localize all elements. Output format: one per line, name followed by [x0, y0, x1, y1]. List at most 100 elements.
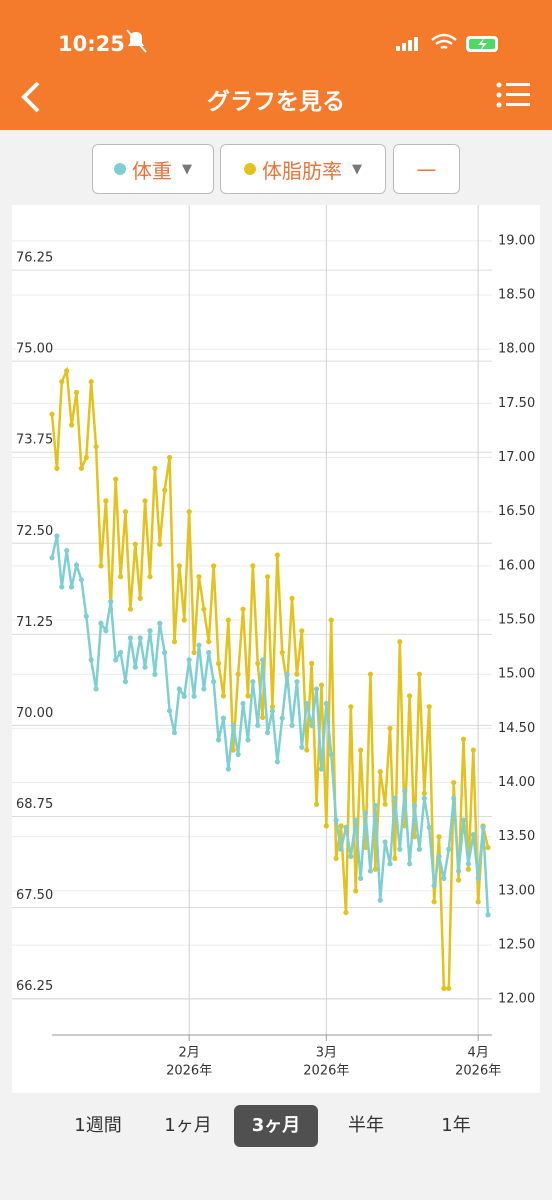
- data-point: [269, 708, 276, 714]
- data-point: [460, 817, 467, 823]
- data-point: [211, 563, 217, 569]
- data-point: [264, 730, 271, 736]
- data-point: [470, 747, 476, 753]
- data-point: [407, 861, 413, 867]
- series-line: [50, 535, 490, 915]
- period-tab[interactable]: 半年: [348, 1115, 384, 1136]
- data-point: [54, 465, 60, 471]
- toolbar: 体重 ▼ 体脂肪率 ▼ —: [0, 130, 552, 205]
- period-tab[interactable]: 3ヶ月: [234, 1105, 318, 1147]
- y2-tick-label: 13.50: [498, 829, 535, 844]
- series-select[interactable]: 体重 ▼: [92, 144, 214, 194]
- x-tick-label: 2月: [179, 1046, 200, 1061]
- data-point: [186, 657, 192, 663]
- period-tab[interactable]: 1年: [441, 1115, 471, 1136]
- charge-icon: [478, 38, 487, 51]
- data-point: [127, 635, 133, 641]
- series-select[interactable]: —: [393, 144, 460, 194]
- button-label: —: [416, 157, 437, 181]
- data-point: [245, 693, 251, 699]
- data-point: [313, 686, 320, 692]
- data-point: [446, 846, 452, 852]
- wifi-icon: [431, 33, 457, 50]
- data-point: [162, 487, 168, 493]
- period-tab[interactable]: 1週間: [74, 1115, 122, 1136]
- series-line: [50, 366, 490, 990]
- data-point: [88, 657, 94, 663]
- data-point: [142, 664, 148, 670]
- data-point: [402, 788, 408, 794]
- data-point: [93, 444, 99, 450]
- data-point: [201, 606, 207, 612]
- data-point: [215, 737, 222, 743]
- data-point: [117, 649, 124, 656]
- back-button[interactable]: [21, 81, 40, 113]
- data-point: [245, 737, 251, 743]
- data-point: [64, 368, 70, 374]
- data-point: [421, 795, 427, 801]
- data-point: [343, 909, 349, 916]
- data-point: [460, 736, 467, 742]
- data-point: [166, 708, 173, 714]
- data-point: [235, 671, 241, 677]
- data-point: [137, 595, 143, 601]
- data-point: [176, 563, 182, 569]
- data-point: [88, 379, 94, 385]
- series-select[interactable]: 体脂肪率 ▼: [220, 144, 386, 194]
- data-point: [98, 620, 104, 626]
- data-point: [211, 679, 217, 685]
- data-point: [132, 541, 138, 547]
- data-point: [279, 649, 285, 656]
- y2-tick-label: 16.50: [498, 504, 535, 519]
- data-point: [186, 509, 192, 515]
- data-point: [441, 875, 447, 881]
- data-point: [64, 547, 70, 554]
- period-tab[interactable]: 1ヶ月: [164, 1115, 212, 1136]
- data-point: [117, 574, 124, 580]
- data-point: [421, 790, 427, 796]
- data-point: [328, 617, 334, 623]
- data-point: [367, 671, 374, 677]
- data-point: [220, 715, 227, 721]
- y2-tick-label: 19.00: [498, 233, 535, 248]
- y2-tick-label: 17.50: [498, 396, 535, 411]
- data-point: [407, 693, 413, 699]
- data-point: [397, 846, 403, 852]
- data-point: [353, 817, 359, 823]
- data-point: [206, 639, 212, 645]
- data-point: [431, 899, 437, 905]
- data-point: [83, 454, 89, 461]
- button-label: 体脂肪率: [262, 158, 342, 183]
- data-point: [338, 823, 344, 829]
- data-point: [78, 465, 84, 471]
- data-point: [215, 660, 222, 666]
- data-point: [230, 722, 236, 728]
- data-point: [49, 411, 55, 417]
- data-point: [171, 639, 178, 645]
- data-point: [260, 657, 266, 663]
- data-point: [475, 875, 481, 881]
- period-tabs: 1週間 1ヶ月 3ヶ月 半年 1年: [0, 1105, 552, 1149]
- y2-tick-label: 13.00: [498, 883, 535, 898]
- data-point: [456, 868, 462, 874]
- data-point: [255, 660, 261, 666]
- data-point: [191, 693, 197, 699]
- data-point: [358, 875, 364, 881]
- data-point: [260, 714, 266, 721]
- data-point: [436, 853, 442, 860]
- data-point: [196, 574, 202, 580]
- data-point: [225, 617, 231, 623]
- y-tick-label: 70.00: [16, 706, 53, 721]
- data-point: [240, 606, 246, 612]
- y2-tick-label: 12.50: [498, 938, 535, 953]
- y-tick-label: 71.25: [16, 615, 53, 630]
- data-point: [137, 635, 143, 641]
- data-point: [431, 883, 437, 889]
- data-point: [416, 846, 423, 852]
- data-point: [73, 389, 80, 396]
- data-point: [470, 832, 476, 838]
- chart-area: 66.25 67.50 68.75 70.00 71.25 72.50 73.75 75.00…: [12, 205, 540, 1093]
- data-point: [59, 584, 65, 590]
- menu-button[interactable]: [496, 82, 531, 108]
